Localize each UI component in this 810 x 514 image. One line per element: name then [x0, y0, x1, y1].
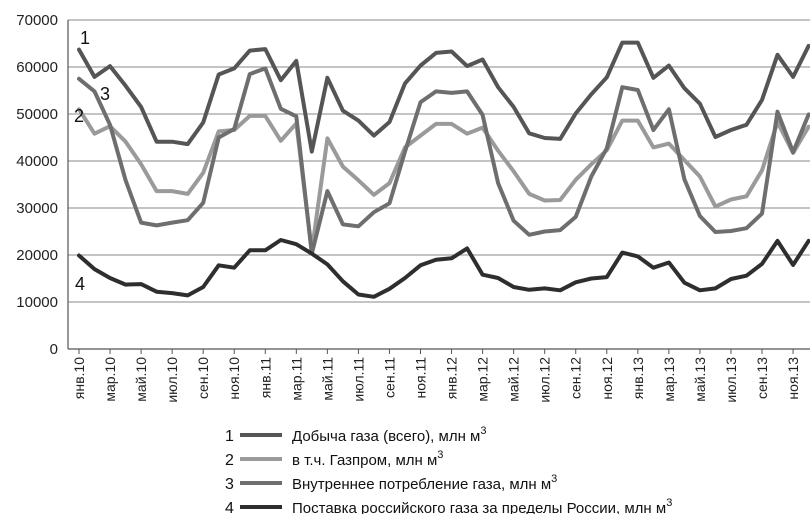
- legend-label-4: Поставка российского газа за пределы Рос…: [292, 497, 672, 514]
- legend-label-1: Добыча газа (всего), млн м3: [292, 425, 486, 445]
- gridlines: [68, 19, 810, 303]
- x-tick-label: мар.12: [475, 357, 491, 402]
- x-tick-label: май.10: [133, 357, 149, 402]
- x-tick-label: янв.10: [71, 357, 87, 399]
- axes: [67, 20, 810, 350]
- legend-unit-sup: 3: [666, 497, 672, 509]
- x-tick-label: ноя.10: [226, 357, 242, 400]
- y-tick-label: 0: [50, 341, 58, 358]
- y-axis-tick-labels: 0 10000 20000 30000 40000 50000 60000 70000: [16, 12, 58, 358]
- x-tick-label: мар.13: [661, 357, 677, 402]
- legend-number-3: 3: [225, 476, 234, 493]
- y-tick-label: 40000: [16, 153, 58, 170]
- series-label-2: 2: [74, 106, 84, 126]
- legend-number-2: 2: [225, 452, 234, 469]
- x-tick-label: сен.10: [195, 357, 211, 399]
- x-tick-label: май.11: [319, 357, 335, 401]
- legend-number-4: 4: [225, 500, 234, 514]
- x-tick-label: мар.10: [102, 357, 118, 402]
- x-tick-label: июл.11: [350, 357, 366, 402]
- x-tick-label: июл.13: [723, 357, 739, 403]
- x-tick-label: янв.12: [444, 357, 460, 399]
- series-line-3: [77, 66, 810, 256]
- x-tick-label: май.12: [506, 357, 522, 402]
- series-line-2: [77, 107, 810, 253]
- legend-unit-sup: 3: [480, 425, 486, 437]
- x-tick-label: мар.11: [288, 357, 304, 401]
- x-tick-label: июл.10: [164, 357, 180, 403]
- y-tick-label: 20000: [16, 247, 58, 264]
- x-tick-label: ноя.12: [599, 357, 615, 400]
- series-label-4: 4: [75, 274, 85, 294]
- series-line-4: [77, 238, 810, 299]
- x-axis-tick-labels: янв.10 мар.10 май.10 июл.10 сен.10 ноя.10 янв.…: [71, 349, 801, 403]
- y-tick-label: 70000: [16, 12, 58, 29]
- legend-unit-sup: 3: [437, 449, 443, 461]
- series-label-1: 1: [80, 28, 90, 48]
- x-tick-label: янв.11: [257, 357, 273, 398]
- legend-unit-sup: 3: [551, 473, 557, 485]
- series-label-3: 3: [100, 84, 110, 104]
- legend: 1 Добыча газа (всего), млн м3 2 в т.ч. Газп…: [225, 425, 672, 514]
- legend-label-3: Внутреннее потребление газа, млн м3: [292, 473, 557, 493]
- y-tick-label: 30000: [16, 200, 58, 217]
- x-tick-label: ноя.13: [785, 357, 801, 400]
- x-tick-label: май.13: [692, 357, 708, 402]
- x-tick-label: сен.11: [381, 357, 397, 398]
- y-tick-label: 10000: [16, 294, 58, 311]
- x-tick-label: янв.13: [630, 357, 646, 399]
- x-tick-label: июл.12: [537, 357, 553, 403]
- legend-number-1: 1: [225, 428, 234, 445]
- x-tick-label: сен.12: [568, 357, 584, 399]
- x-tick-label: ноя.11: [413, 357, 429, 399]
- y-tick-label: 50000: [16, 106, 58, 123]
- series-number-labels: 1 23 4: [74, 28, 110, 294]
- series-line-1: [77, 40, 810, 154]
- y-tick-label: 60000: [16, 59, 58, 76]
- legend-label-2: в т.ч. Газпром, млн м3: [292, 449, 443, 469]
- x-tick-label: сен.13: [754, 357, 770, 399]
- series-lines: [77, 40, 810, 299]
